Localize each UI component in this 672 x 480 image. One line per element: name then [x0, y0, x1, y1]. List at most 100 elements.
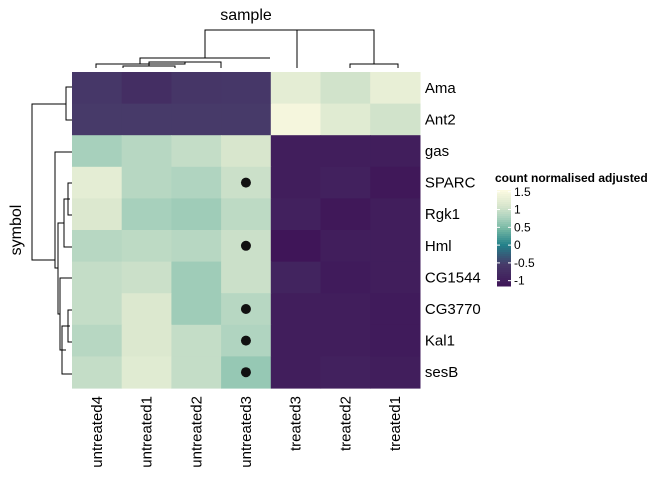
row-label: Ant2 [425, 111, 456, 128]
color-legend: count normalised adjusted 1.5 1 0.5 0 -0.5 -1 [495, 171, 648, 288]
heatmap-cell [221, 135, 272, 168]
row-dendrogram-branch [57, 222, 64, 315]
heatmap-cell [72, 103, 123, 136]
legend-tick-label: 1.5 [514, 185, 531, 199]
column-label: untreated3 [238, 396, 255, 468]
heatmap-cell [121, 166, 172, 199]
column-label: treated1 [387, 396, 404, 451]
legend-color-segment [497, 204, 511, 207]
heatmap-cell [171, 293, 222, 326]
legend-tick-label: 1 [514, 203, 521, 217]
row-dendrogram-branch [65, 86, 72, 121]
heatmap-cell [320, 135, 371, 168]
heatmap-cell [370, 166, 421, 199]
legend-color-segment [497, 250, 511, 253]
row-label: Ama [425, 80, 457, 97]
legend-color-segment [497, 256, 511, 259]
legend-color-segment [497, 200, 511, 203]
heatmap-cell [370, 230, 421, 263]
legend-tick-label: 0.5 [514, 220, 531, 234]
heatmap-cell [221, 198, 272, 231]
row-title: symbol [8, 205, 25, 256]
heatmap-cell [270, 293, 322, 326]
col-dendrogram-branch [296, 29, 375, 68]
significance-markers [240, 177, 251, 378]
heatmap-cell [270, 356, 322, 389]
legend-color-segment [497, 218, 511, 221]
column-label: treated3 [288, 396, 305, 451]
legend-color-segment [497, 216, 511, 219]
heatmap-cell [320, 198, 371, 231]
heatmap-cell [171, 72, 222, 105]
heatmap-cell [72, 166, 123, 199]
legend-color-segment [497, 208, 511, 211]
heatmap-cell [121, 230, 172, 263]
legend-color-segment [497, 206, 511, 209]
legend-color-segment [497, 192, 511, 195]
heatmap-cell [221, 72, 272, 105]
heatmap-cell [320, 324, 371, 357]
heatmap-cell [72, 356, 123, 389]
marker-dot [240, 304, 251, 314]
legend-color-segment [497, 220, 511, 223]
marker-dot [240, 177, 251, 188]
legend-color-segment [497, 242, 511, 245]
heatmap-cell [221, 261, 272, 294]
row-label: Hml [425, 238, 452, 255]
col-dendrogram-branch [349, 63, 399, 68]
legend-title: count normalised adjusted [495, 171, 648, 185]
heatmap-cell [171, 230, 222, 263]
legend-color-segment [497, 252, 511, 255]
marker-dot [240, 335, 251, 346]
heatmap-cell [270, 72, 322, 105]
col-dendrogram-branch [139, 57, 270, 64]
legend-color-segment [497, 240, 511, 243]
heatmap-cell [72, 198, 123, 231]
legend-color-segment [497, 264, 511, 267]
heatmap-cell [72, 135, 123, 168]
heatmap-cell [320, 293, 371, 326]
legend-color-segment [497, 202, 511, 205]
row-dendrogram-branch [54, 151, 72, 269]
legend-color-segment [497, 222, 511, 225]
legend-tick-label: -1 [514, 274, 525, 288]
heatmap-cell [121, 103, 172, 136]
legend-color-segment [497, 284, 511, 287]
column-label: untreated4 [89, 396, 106, 468]
legend-color-segment [497, 276, 511, 279]
row-label: SPARC [425, 175, 476, 192]
legend-color-segment [497, 260, 511, 263]
heatmap-cell [72, 293, 123, 326]
row-label: sesB [425, 364, 458, 381]
legend-color-segment [497, 234, 511, 237]
legend-color-segment [497, 228, 511, 231]
heatmap-cell [370, 261, 421, 294]
legend-color-segment [497, 280, 511, 283]
column-label: untreated1 [139, 396, 156, 468]
heatmap-cell [370, 293, 421, 326]
legend-color-segment [497, 282, 511, 285]
heatmap-cell [171, 324, 222, 357]
legend-color-segment [497, 196, 511, 199]
heatmap-cell [121, 72, 172, 105]
heatmap-cells [72, 72, 421, 389]
heatmap-cell [72, 261, 123, 294]
legend-color-segment [497, 272, 511, 275]
legend-color-segment [497, 212, 511, 215]
heatmap-cell [270, 135, 322, 168]
legend-color-segment [497, 210, 511, 213]
legend-color-segment [497, 268, 511, 271]
heatmap-cell [171, 261, 222, 294]
heatmap-cell [72, 324, 123, 357]
heatmap-cell [370, 356, 421, 389]
heatmap-cell [121, 135, 172, 168]
heatmap-cell [121, 324, 172, 357]
legend-color-segment [497, 198, 511, 201]
heatmap-cell [121, 198, 172, 231]
heatmap-cell [270, 261, 322, 294]
heatmap-cell [221, 103, 272, 136]
legend-color-segment [497, 278, 511, 281]
legend-color-segment [497, 246, 511, 249]
row-label: CG3770 [425, 301, 481, 318]
legend-color-segment [497, 238, 511, 241]
